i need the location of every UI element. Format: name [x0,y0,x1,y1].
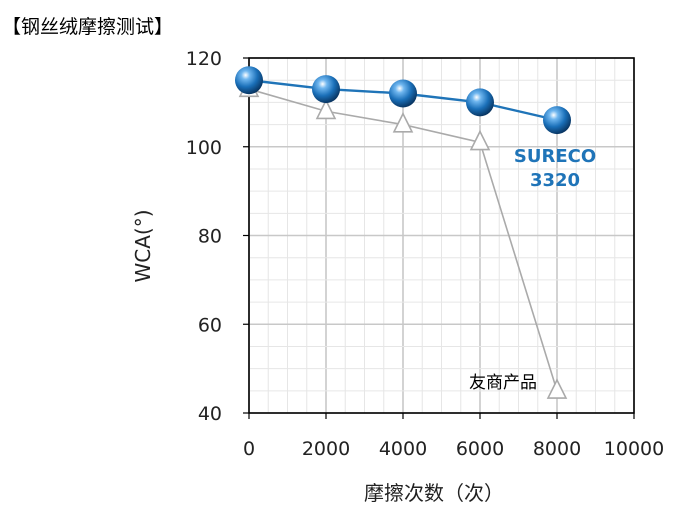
series-label-sureco: SURECO [514,146,596,167]
axis-ticks: 0 2000 4000 6000 8000 10000 40 60 80 100 120 [186,48,664,460]
series-label-sureco: 3320 [530,170,580,191]
competitor-point [546,378,568,399]
x-axis-label: 摩擦次数（次） [364,481,504,505]
y-tick-label: 120 [186,48,222,70]
competitor-point [392,111,414,133]
x-tick-label: 4000 [379,438,427,460]
x-tick-label: 10000 [604,438,664,460]
x-tick-label: 8000 [533,438,581,460]
chart-title: 【钢丝绒摩擦测试】 [2,16,173,38]
competitor-point [469,129,491,151]
competitor-point [315,98,337,120]
y-tick-label: 60 [198,314,222,336]
sureco-point [466,88,494,117]
y-tick-label: 40 [198,403,222,425]
y-axis-label: WCA(°) [131,209,155,282]
x-tick-label: 6000 [456,438,504,460]
sureco-point [389,79,417,108]
series-label-competitor: 友商产品 [469,373,537,393]
x-tick-label: 0 [243,438,255,460]
sureco-point [312,75,340,104]
y-tick-label: 100 [186,137,222,159]
sureco-point [235,66,263,95]
series-labels: SURECO 3320 友商产品 [469,146,596,393]
y-tick-label: 80 [198,226,222,248]
grid [248,57,635,414]
x-tick-label: 2000 [302,438,350,460]
sureco-point [543,106,571,135]
series-group [235,66,571,399]
